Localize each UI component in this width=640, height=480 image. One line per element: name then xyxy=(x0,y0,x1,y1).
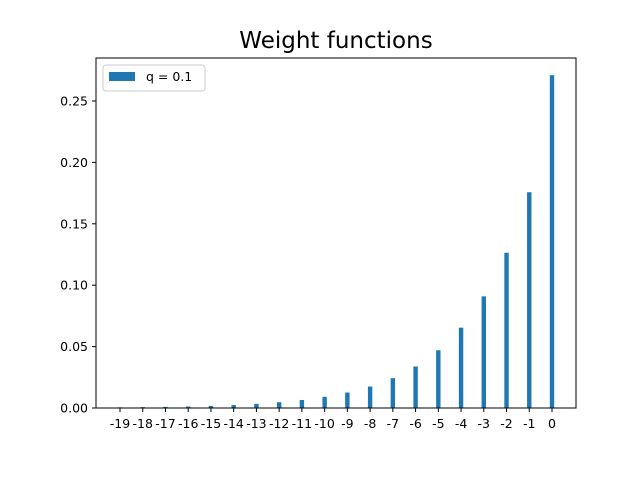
legend-box xyxy=(102,64,206,92)
x-tick-label: -8 xyxy=(364,416,377,431)
x-tick-label: -2 xyxy=(500,416,512,431)
y-tick-label: 0.05 xyxy=(60,339,88,354)
x-tick-label: -1 xyxy=(523,416,535,431)
bar xyxy=(322,396,327,408)
legend: q = 0.1 xyxy=(102,64,206,92)
x-tick-label: -15 xyxy=(201,416,221,431)
x-tick-label: -10 xyxy=(314,416,334,431)
x-tick-label: -16 xyxy=(178,416,198,431)
legend-swatch xyxy=(109,72,135,81)
bar xyxy=(367,386,373,408)
x-tick-label: -11 xyxy=(292,416,312,431)
bar xyxy=(481,296,486,408)
x-tick-label: -9 xyxy=(341,416,354,431)
bar xyxy=(345,392,350,408)
x-tick-label: -17 xyxy=(155,416,175,431)
bar xyxy=(208,405,214,408)
bar xyxy=(390,378,396,408)
plot-area: -19 -18 -17 -16 -15 -14 -13 -12 -11 -10 -9 -8 -7 -6 -5… xyxy=(60,75,556,431)
bar xyxy=(299,400,305,408)
x-tick-label: -7 xyxy=(387,416,399,431)
bar xyxy=(458,327,464,408)
bar xyxy=(254,403,259,408)
y-tick-label: 0.00 xyxy=(60,401,88,416)
x-tick-label: -19 xyxy=(110,416,130,431)
x-tick-label: -13 xyxy=(246,416,266,431)
bar xyxy=(504,252,509,408)
plot-frame xyxy=(95,57,577,409)
bar xyxy=(231,405,236,408)
bar xyxy=(549,75,555,408)
bar xyxy=(436,350,441,408)
bar xyxy=(413,366,418,408)
bar xyxy=(186,406,191,408)
y-tick-label: 0.20 xyxy=(60,155,88,170)
x-tick-label: -4 xyxy=(455,416,468,431)
x-tick-label: -12 xyxy=(269,416,289,431)
x-tick-label: -3 xyxy=(478,416,490,431)
chart-title: Weight functions xyxy=(239,28,432,54)
y-tick-label: 0.10 xyxy=(60,278,88,293)
x-tick-label: -14 xyxy=(223,416,243,431)
y-tick-label: 0.15 xyxy=(60,216,88,231)
bar xyxy=(527,192,532,408)
x-tick-label: -18 xyxy=(133,416,153,431)
x-tick-label: -5 xyxy=(432,416,444,431)
x-tick-label: -6 xyxy=(409,416,422,431)
bar xyxy=(163,406,168,408)
bar xyxy=(276,402,282,408)
y-tick-label: 0.25 xyxy=(60,93,88,108)
legend-label: q = 0.1 xyxy=(146,69,192,84)
x-tick-label: 0 xyxy=(548,416,556,431)
